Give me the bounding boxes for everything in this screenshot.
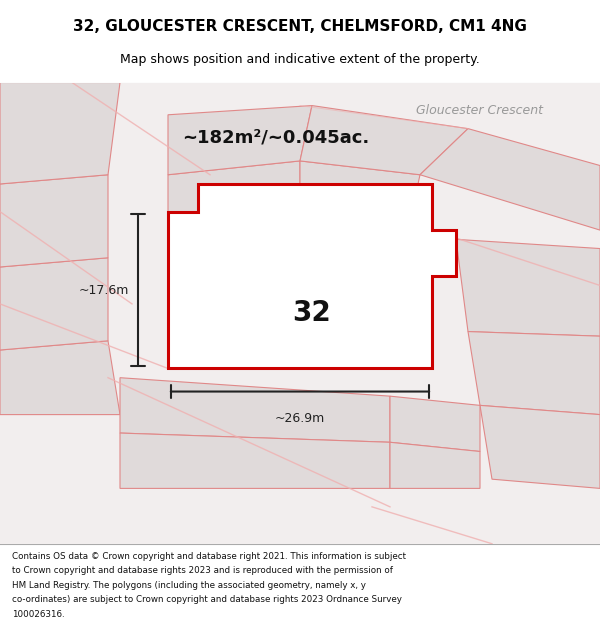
Text: co-ordinates) are subject to Crown copyright and database rights 2023 Ordnance S: co-ordinates) are subject to Crown copyr… bbox=[12, 595, 402, 604]
Polygon shape bbox=[420, 129, 600, 230]
Polygon shape bbox=[456, 239, 600, 336]
Polygon shape bbox=[390, 396, 480, 451]
Polygon shape bbox=[468, 332, 600, 414]
Text: ~26.9m: ~26.9m bbox=[275, 412, 325, 425]
Polygon shape bbox=[390, 442, 480, 488]
Polygon shape bbox=[168, 161, 300, 221]
Polygon shape bbox=[120, 378, 390, 442]
Text: Gloucester Crescent: Gloucester Crescent bbox=[416, 104, 544, 117]
Text: to Crown copyright and database rights 2023 and is reproduced with the permissio: to Crown copyright and database rights 2… bbox=[12, 566, 393, 576]
Polygon shape bbox=[0, 82, 120, 184]
Text: 32: 32 bbox=[293, 299, 331, 327]
Polygon shape bbox=[198, 290, 348, 341]
Text: ~182m²/~0.045ac.: ~182m²/~0.045ac. bbox=[182, 129, 370, 147]
Polygon shape bbox=[120, 433, 390, 488]
Text: Contains OS data © Crown copyright and database right 2021. This information is : Contains OS data © Crown copyright and d… bbox=[12, 552, 406, 561]
Text: 100026316.: 100026316. bbox=[12, 610, 65, 619]
Polygon shape bbox=[168, 106, 312, 175]
Polygon shape bbox=[300, 106, 468, 175]
Polygon shape bbox=[480, 406, 600, 488]
Polygon shape bbox=[168, 184, 456, 369]
Text: ~17.6m: ~17.6m bbox=[79, 284, 129, 296]
Polygon shape bbox=[0, 341, 120, 414]
Polygon shape bbox=[0, 175, 108, 267]
Text: 32, GLOUCESTER CRESCENT, CHELMSFORD, CM1 4NG: 32, GLOUCESTER CRESCENT, CHELMSFORD, CM1… bbox=[73, 19, 527, 34]
Text: Map shows position and indicative extent of the property.: Map shows position and indicative extent… bbox=[120, 53, 480, 66]
Text: HM Land Registry. The polygons (including the associated geometry, namely x, y: HM Land Registry. The polygons (includin… bbox=[12, 581, 366, 590]
Polygon shape bbox=[0, 258, 108, 350]
Polygon shape bbox=[300, 161, 420, 230]
